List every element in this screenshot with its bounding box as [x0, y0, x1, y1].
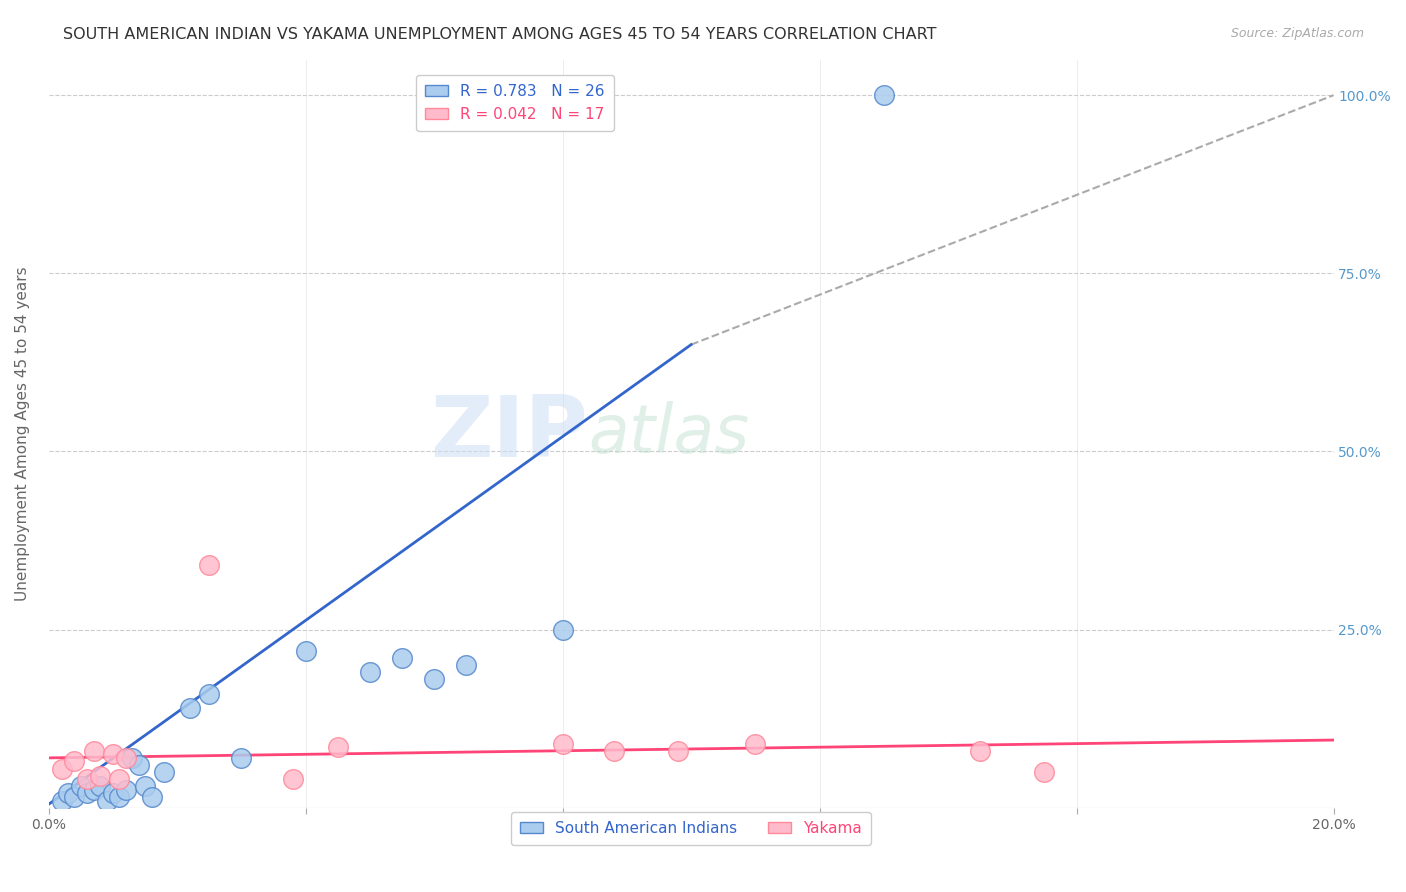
Point	[76, 787, 98, 801]
Point	[179, 701, 201, 715]
Point	[114, 783, 136, 797]
Point	[359, 665, 381, 680]
Point	[141, 790, 163, 805]
Point	[128, 758, 150, 772]
Text: Source: ZipAtlas.com: Source: ZipAtlas.com	[1230, 27, 1364, 40]
Point	[76, 772, 98, 787]
Point	[198, 687, 221, 701]
Point	[121, 751, 143, 765]
Text: SOUTH AMERICAN INDIAN VS YAKAMA UNEMPLOYMENT AMONG AGES 45 TO 54 YEARS CORRELATI: SOUTH AMERICAN INDIAN VS YAKAMA UNEMPLOY…	[63, 27, 936, 42]
Point	[969, 744, 991, 758]
Point	[83, 744, 105, 758]
Point	[1033, 765, 1056, 780]
Point	[101, 747, 124, 762]
Point	[70, 780, 93, 794]
Point	[551, 737, 574, 751]
Point	[551, 623, 574, 637]
Point	[666, 744, 689, 758]
Point	[198, 558, 221, 573]
Point	[281, 772, 304, 787]
Point	[153, 765, 176, 780]
Point	[744, 737, 766, 751]
Point	[51, 762, 73, 776]
Point	[63, 755, 86, 769]
Point	[89, 769, 111, 783]
Point	[83, 783, 105, 797]
Y-axis label: Unemployment Among Ages 45 to 54 years: Unemployment Among Ages 45 to 54 years	[15, 267, 30, 601]
Point	[294, 644, 316, 658]
Point	[423, 673, 446, 687]
Legend: South American Indians, Yakama: South American Indians, Yakama	[512, 812, 872, 845]
Point	[63, 790, 86, 805]
Point	[56, 787, 79, 801]
Text: atlas: atlas	[588, 401, 749, 467]
Point	[391, 651, 413, 665]
Point	[134, 780, 156, 794]
Point	[108, 772, 131, 787]
Point	[108, 790, 131, 805]
Point	[101, 787, 124, 801]
Text: ZIP: ZIP	[430, 392, 588, 475]
Point	[96, 794, 118, 808]
Point	[231, 751, 253, 765]
Point	[603, 744, 626, 758]
Point	[456, 658, 478, 673]
Point	[89, 780, 111, 794]
Point	[114, 751, 136, 765]
Point	[51, 794, 73, 808]
Point	[326, 740, 349, 755]
Point	[873, 88, 896, 103]
